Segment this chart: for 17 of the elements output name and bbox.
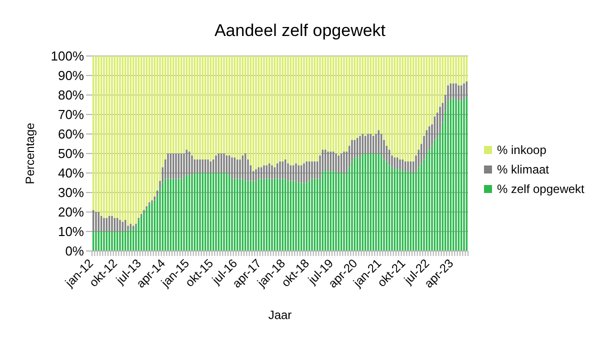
y-tick-label: 30% <box>58 185 84 200</box>
y-tick-label: 100% <box>50 48 84 64</box>
y-tick-label: 10% <box>58 224 84 240</box>
legend-label: % inkoop <box>497 143 547 158</box>
y-tick-label: 90% <box>58 68 84 84</box>
y-axis-title: Percentage <box>23 122 37 184</box>
legend-label: % klimaat <box>497 162 550 177</box>
y-tick-label: 70% <box>58 107 84 122</box>
x-axis-title: Jaar <box>268 308 292 322</box>
legend-label: % zelf opgewekt <box>497 182 586 196</box>
y-tick-label: 40% <box>58 166 84 181</box>
y-tick-label: 60% <box>58 126 84 142</box>
y-tick-label: 50% <box>58 146 84 162</box>
y-tick-label: 80% <box>58 88 84 103</box>
y-tick-label: 20% <box>58 204 84 220</box>
y-tick-label: 0% <box>65 244 84 259</box>
chart-title: Aandeel zelf opgewekt <box>214 21 386 40</box>
